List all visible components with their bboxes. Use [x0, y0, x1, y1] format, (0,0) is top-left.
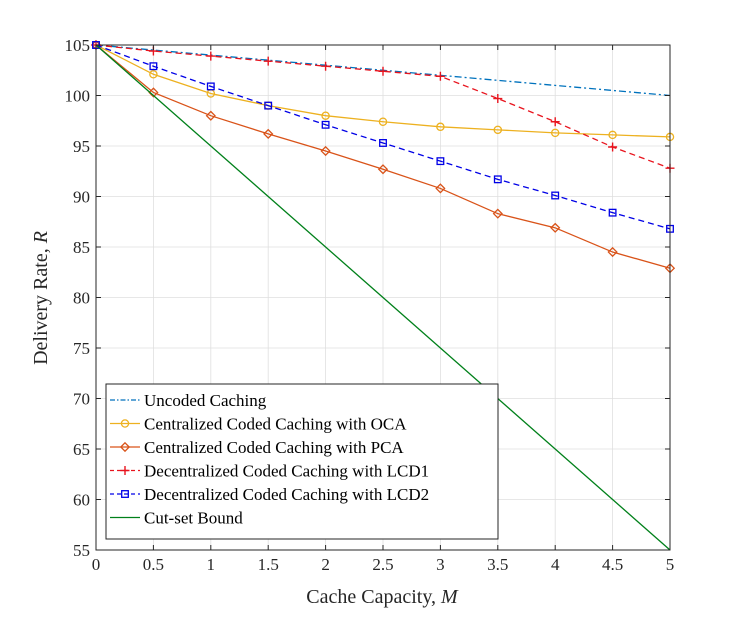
- x-tick-label: 4.5: [602, 555, 623, 574]
- y-tick-label: 70: [73, 390, 90, 409]
- y-tick-label: 80: [73, 289, 90, 308]
- x-tick-label: 4: [551, 555, 560, 574]
- data-point: [608, 130, 617, 140]
- x-tick-label: 3: [436, 555, 445, 574]
- legend-label: Decentralized Coded Caching with LCD1: [144, 462, 429, 481]
- legend-label: Uncoded Caching: [144, 391, 267, 410]
- data-point: [550, 128, 560, 138]
- legend-item: Decentralized Coded Caching with LCD2: [110, 485, 429, 504]
- y-tick-label: 90: [73, 188, 90, 207]
- y-tick-label: 85: [73, 238, 90, 257]
- series-line: [95, 44, 671, 138]
- legend-marker: [121, 490, 129, 498]
- x-tick-label: 1.5: [258, 555, 279, 574]
- legend: Uncoded Caching Centralized Coded Caching…: [105, 383, 499, 540]
- data-point: [205, 110, 216, 121]
- x-tick-label: 0: [92, 555, 101, 574]
- legend-marker: [119, 441, 131, 453]
- legend-item: Decentralized Coded Caching with LCD1: [110, 462, 429, 481]
- data-point: [206, 51, 216, 61]
- data-point: [551, 191, 560, 200]
- x-tick-label: 5: [666, 555, 675, 574]
- data-point: [607, 246, 618, 258]
- y-tick-label: 100: [65, 87, 91, 106]
- x-tick-label: 0.5: [143, 555, 164, 574]
- y-tick-label: 95: [73, 137, 90, 156]
- series-line: [95, 44, 671, 230]
- x-axis-label: Cache Capacity, M: [306, 586, 459, 608]
- series-5: [95, 44, 671, 551]
- series-line: [95, 44, 671, 551]
- y-tick-label: 55: [73, 541, 90, 560]
- data-point: [493, 125, 503, 135]
- data-point: [321, 111, 330, 120]
- data-point: [148, 87, 159, 98]
- x-tick-label: 1: [207, 555, 216, 574]
- x-tick-label: 2.5: [372, 555, 393, 574]
- x-tick-label: 2: [321, 555, 330, 574]
- legend-item: Centralized Coded Caching with OCA: [110, 415, 407, 434]
- data-point: [550, 117, 560, 127]
- axis-ticks: 0 0.5 1 1.5 2 2.5 3 3.5 4 4.5 55560657075808590951…: [65, 36, 675, 574]
- series-line: [95, 44, 671, 269]
- data-point: [149, 70, 158, 79]
- data-point: [435, 183, 446, 194]
- y-tick-label: 75: [73, 339, 90, 358]
- legend-marker: [120, 466, 130, 475]
- data-point: [550, 222, 561, 233]
- y-tick-label: 60: [73, 491, 90, 510]
- legend-label: Decentralized Coded Caching with LCD2: [144, 485, 429, 504]
- legend-item: Uncoded Caching: [110, 391, 267, 410]
- data-point: [378, 66, 388, 76]
- legend-label: Centralized Coded Caching with OCA: [144, 415, 407, 434]
- data-point: [378, 117, 388, 127]
- data-point: [436, 157, 445, 166]
- data-point: [436, 122, 445, 132]
- x-tick-label: 3.5: [487, 555, 508, 574]
- y-axis-label: Delivery Rate, R: [30, 231, 52, 365]
- data-point: [492, 208, 503, 219]
- data-point: [377, 164, 389, 175]
- data-point: [264, 101, 273, 110]
- series-line: [95, 44, 671, 169]
- data-point: [263, 56, 273, 66]
- data-point: [379, 139, 387, 147]
- data-point: [321, 61, 331, 71]
- data-point: [321, 120, 330, 129]
- data-point: [435, 71, 445, 81]
- y-tick-label: 65: [73, 440, 90, 459]
- data-point: [608, 208, 617, 217]
- data-point: [206, 82, 215, 91]
- series-4: [92, 41, 674, 233]
- data-point: [493, 94, 503, 104]
- data-point: [608, 142, 618, 152]
- data-point: [149, 62, 158, 71]
- legend-item: Centralized Coded Caching with PCA: [110, 438, 404, 457]
- data-point: [263, 128, 274, 139]
- data-point: [320, 145, 331, 157]
- legend-label: Cut-set Bound: [144, 509, 243, 528]
- legend-marker: [120, 419, 130, 428]
- plot-series: [90, 39, 676, 551]
- data-point: [493, 175, 502, 184]
- legend-label: Centralized Coded Caching with PCA: [144, 438, 404, 457]
- legend-item: Cut-set Bound: [110, 509, 243, 528]
- legend-box: [105, 383, 499, 540]
- y-tick-label: 105: [65, 36, 91, 55]
